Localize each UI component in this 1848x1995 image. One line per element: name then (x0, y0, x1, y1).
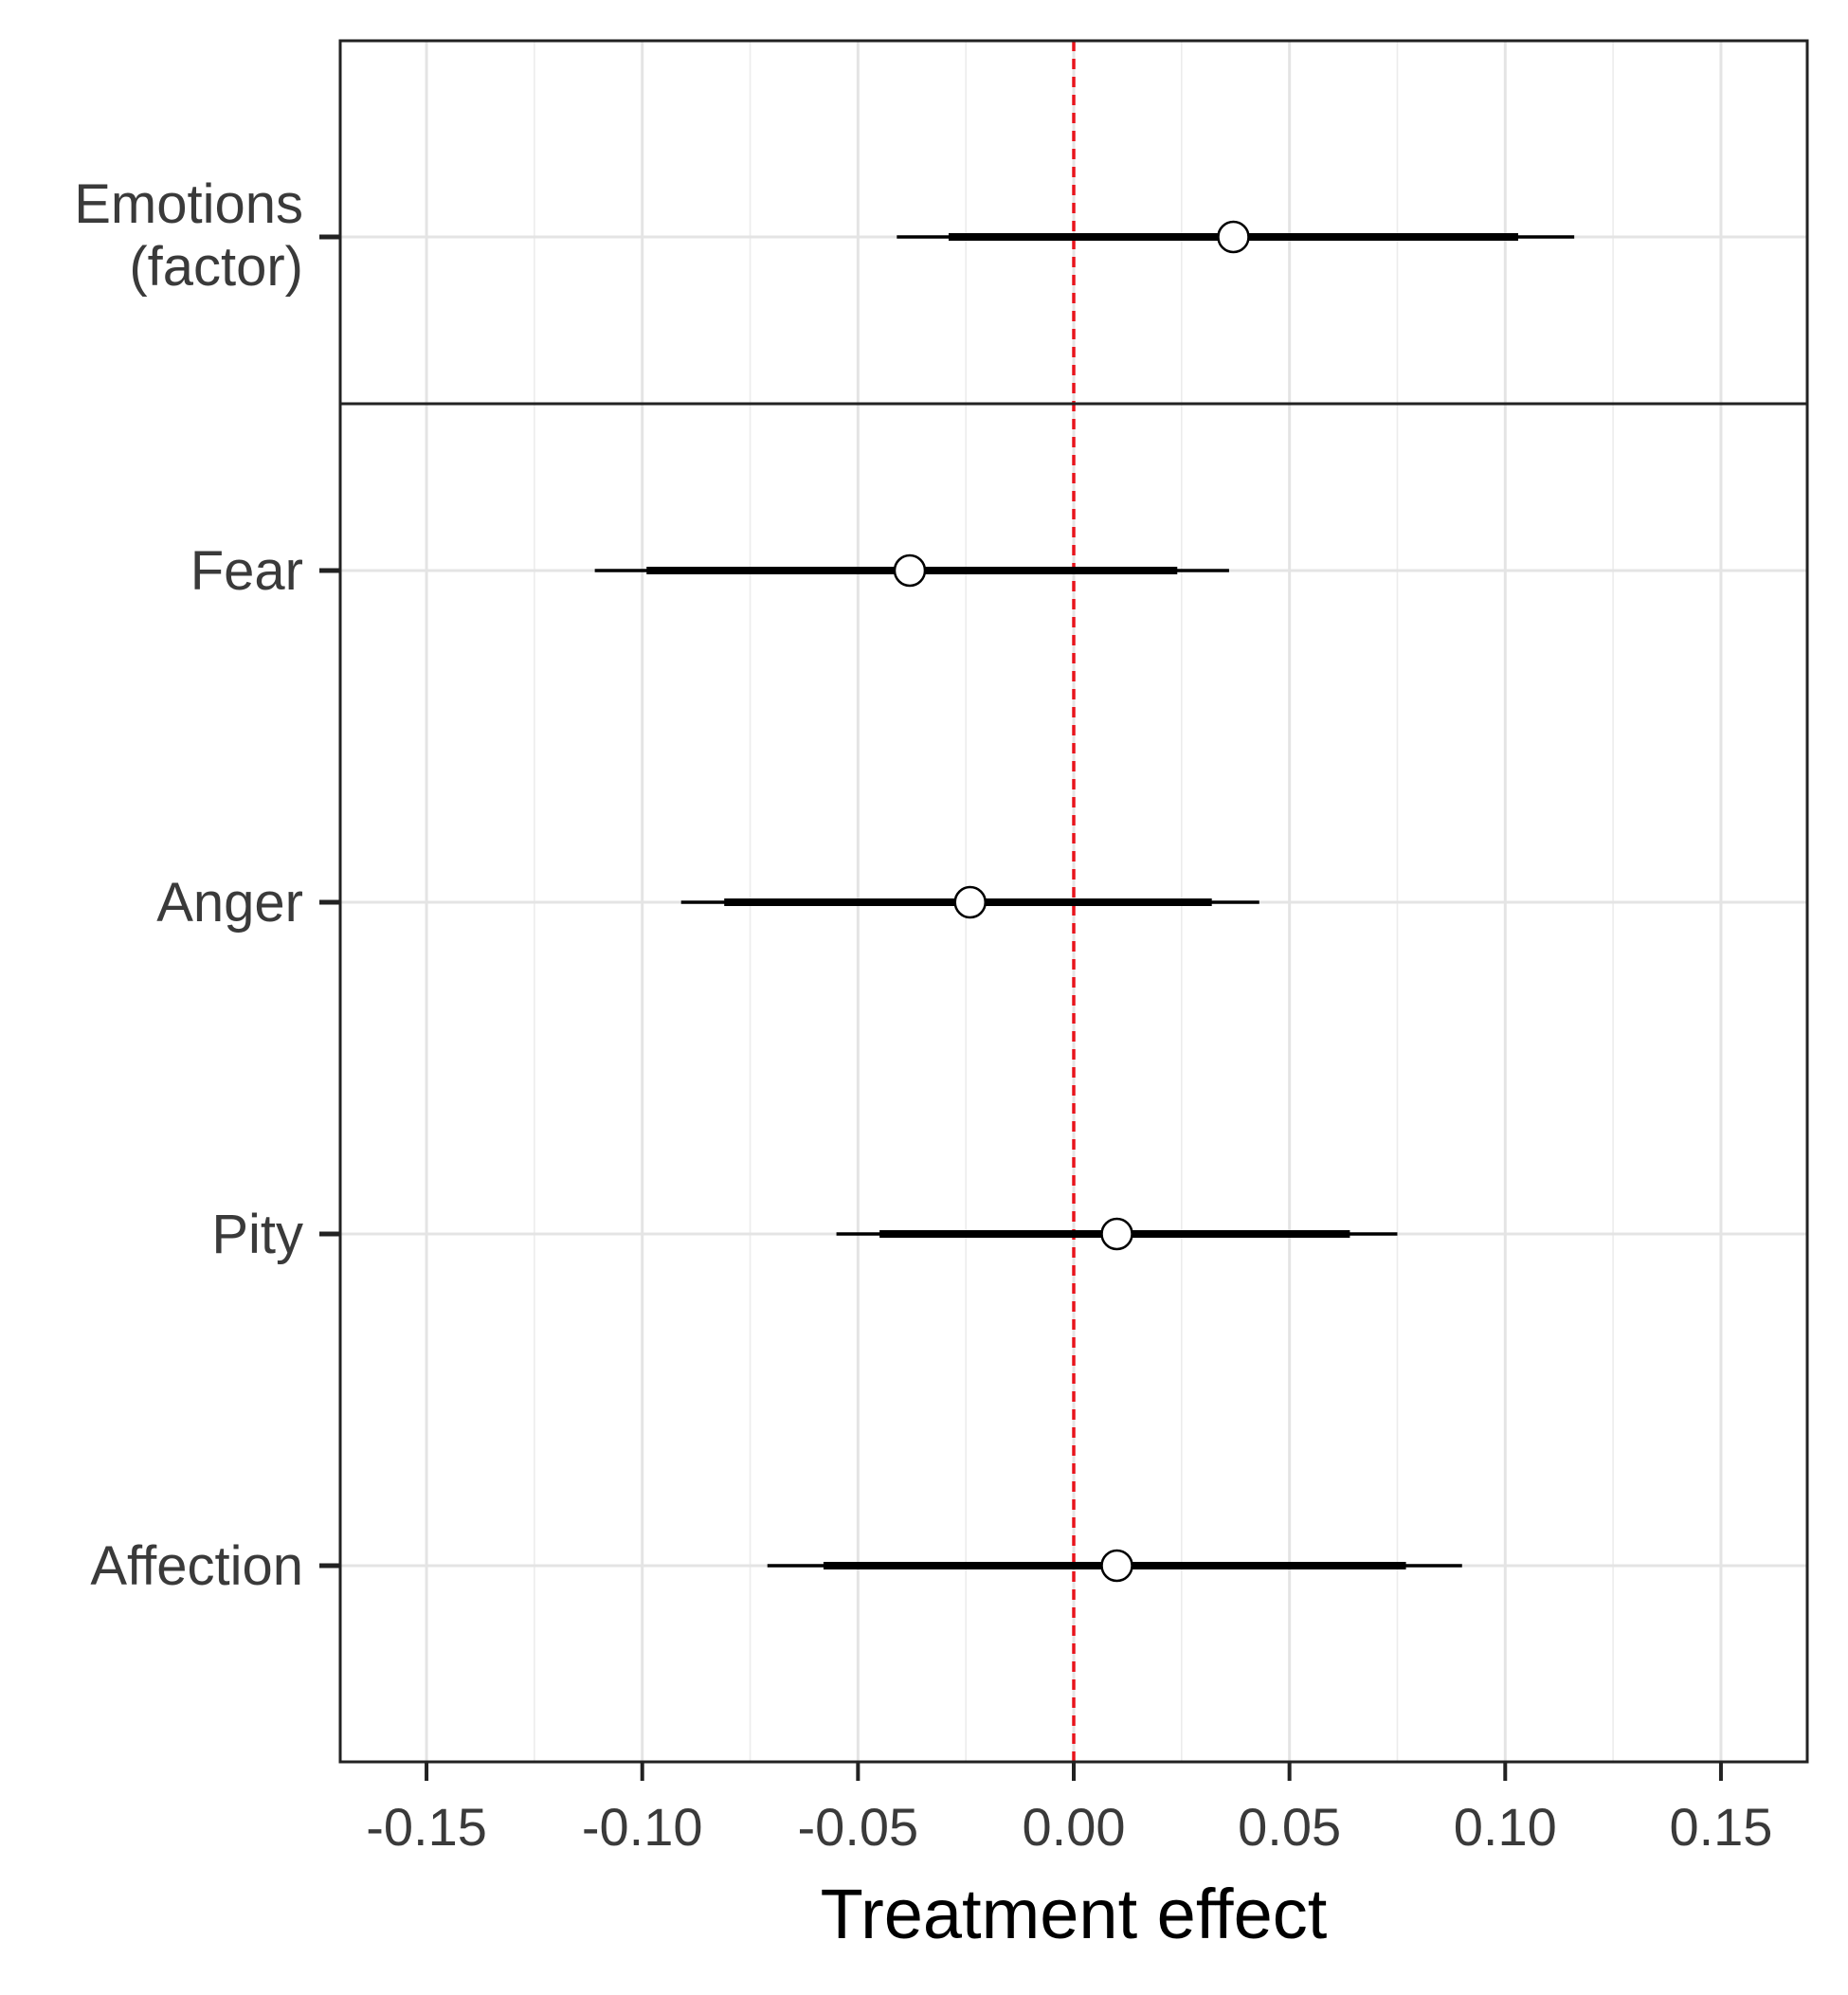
ytick-label: Emotions (74, 173, 303, 235)
x-axis-title: Treatment effect (821, 1875, 1328, 1953)
xtick-label: 0.10 (1454, 1797, 1557, 1857)
xtick-label: 0.00 (1023, 1797, 1126, 1857)
xtick-label: -0.05 (798, 1797, 919, 1857)
ytick-label: (factor) (129, 236, 303, 298)
estimate-point (1100, 1549, 1133, 1583)
xtick-label: 0.15 (1669, 1797, 1772, 1857)
estimate-point (1217, 220, 1250, 254)
ytick-label: Fear (190, 540, 303, 602)
estimate-point (1100, 1217, 1133, 1251)
xtick-label: -0.15 (366, 1797, 487, 1857)
xtick-label: 0.05 (1238, 1797, 1341, 1857)
estimate-point (893, 553, 927, 588)
ytick-label: Pity (211, 1204, 303, 1265)
ytick-label: Affection (90, 1535, 303, 1597)
ytick-label: Anger (156, 872, 303, 934)
estimate-point (953, 885, 987, 919)
xtick-label: -0.10 (582, 1797, 703, 1857)
